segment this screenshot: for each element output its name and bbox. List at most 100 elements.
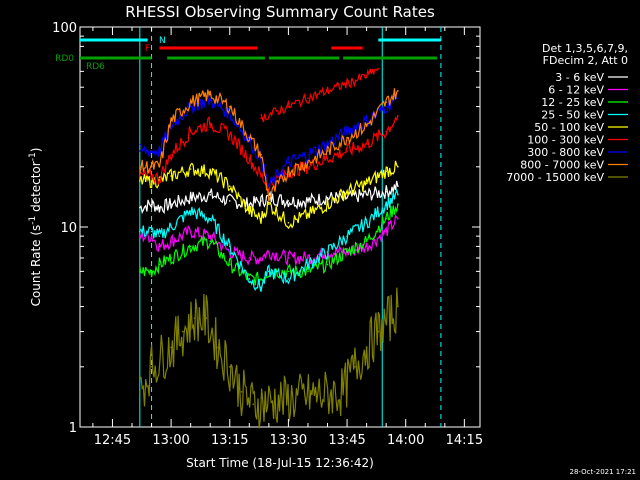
series-extra-segment-0-point-2 [307,97,309,100]
series-7000-15000-kev-point-2 [170,346,172,349]
series-6-12-kev-point-8 [260,257,262,259]
series-6-12-kev-point-2 [158,245,161,248]
legend-header-line-2: FDecim 2, Att 0 [543,54,628,67]
series-6-12-kev-point-16 [397,217,399,220]
y-axis-label-exp2: -1 [28,152,38,161]
legend-label-6-12-kev: 6 - 12 keV [548,84,604,97]
series-extra-segment-0-point-6 [377,67,380,70]
series-7000-15000-kev-point-4 [193,317,196,319]
y-tick-label-1: 1 [69,421,77,436]
series-800-7000-kev-point-13 [346,136,348,139]
series-6-12-kev-point-3 [170,240,172,242]
series-300-800-kev-point-3 [170,125,172,127]
series-3-6-kev-point-7 [248,203,251,206]
series-50-100-kev-point-16 [397,165,399,168]
series-800-7000-kev-point-4 [189,101,192,104]
series-50-100-kev-point-13 [346,190,348,193]
series-25-50-kev-point-2 [158,235,161,237]
series-extra-segment-0-point-0 [260,117,262,119]
series-3-6-kev-point-12 [326,196,329,199]
x-tick-label-12-45: 12:45 [94,433,131,448]
y-tick-label-100: 100 [52,21,77,36]
series-50-100-kev-point-5 [209,170,212,173]
series-25-50-kev-point-14 [365,221,368,224]
series-300-800-kev-point-1 [150,150,153,152]
series-800-7000-kev-point-12 [326,150,329,152]
series-100-300-kev-point-3 [170,153,172,156]
series-300-800-kev-point-13 [346,130,348,133]
series-100-300-kev-point-0 [139,175,141,177]
series-300-800-kev-point-10 [287,161,290,164]
series-12-25-kev-point-0 [139,270,141,273]
series-25-50-kev-point-12 [326,251,329,253]
series-3-6-kev [139,180,399,215]
series-100-300-kev-point-15 [385,130,387,133]
series-300-800-kev [139,93,398,188]
series-12-25-kev-point-12 [326,263,329,266]
x-tick-label-14-00: 14:00 [387,433,424,448]
series-25-50-kev-point-3 [170,226,172,228]
series-300-800-kev-point-15 [385,105,387,108]
series-extra-segment-0 [260,68,379,123]
y-axis-label-mid: detector [29,161,43,216]
series-100-300-kev-point-1 [150,175,153,177]
series-12-25-kev-point-15 [385,217,387,220]
x-axis-label: Start Time (18-Jul-15 12:36:42) [186,456,374,470]
series-800-7000-kev-point-7 [248,136,251,139]
svg-text:Count Rate (s-1 detector-1): Count Rate (s-1 detector-1) [28,148,43,307]
x-tick-label-13-30: 13:30 [270,433,307,448]
series-3-6-kev-point-5 [209,193,212,196]
series-800-7000-kev-point-16 [397,89,399,92]
flag-label-rd0: RD0 [55,54,74,64]
series-800-7000-kev-point-3 [170,119,172,122]
series-300-800-kev-point-4 [189,105,192,108]
series-800-7000-kev-point-5 [209,93,212,96]
series-12-25-kev-point-16 [397,203,399,206]
series-12-25-kev-point-4 [189,245,192,248]
series-7000-15000-kev-point-3 [182,330,184,333]
series-800-7000-kev [139,88,399,202]
series-300-800-kev-point-11 [307,153,309,156]
series-25-50-kev-point-1 [150,230,153,233]
series-300-800-kev-point-16 [397,97,399,100]
series-6-12-kev-point-0 [139,235,141,237]
series-25-50-kev-point-16 [397,193,399,196]
series-25-50-kev-point-13 [346,235,348,237]
series-3-6-kev-point-13 [346,196,348,199]
series-800-7000-kev-point-1 [150,165,153,168]
series-12-25-kev-point-1 [150,270,153,273]
series-extra-segment-0-point-4 [346,82,348,85]
series-300-800-kev-point-12 [326,143,329,145]
x-tick-label-13-00: 13:00 [152,433,189,448]
series-7000-15000-kev-point-0 [139,390,141,393]
series-3-6-kev-point-14 [365,193,368,196]
y-axis-label-exp1: -1 [28,216,38,225]
series-800-7000-kev-point-8 [260,153,262,156]
series-50-100-kev [139,160,399,230]
series-800-7000-kev-point-11 [307,161,309,164]
series-800-7000-kev-point-9 [268,196,270,199]
series-7000-15000-kev-point-15 [397,305,399,308]
series-800-7000-kev-point-14 [365,125,368,127]
series-100-300-kev-point-13 [346,150,348,152]
series-25-50-kev-point-5 [209,217,212,220]
series-300-800-kev-point-14 [365,119,368,122]
series-300-800-kev-point-5 [209,99,212,102]
series-25-50-kev-point-11 [307,263,309,266]
series-800-7000-kev-point-10 [287,170,290,173]
flag-label-rd6: RD6 [86,62,105,72]
series-extra-segment-0-point-1 [287,105,290,108]
series-3-6-kev-point-3 [170,203,172,206]
series-6-12-kev-point-7 [248,257,251,259]
series-12-25-kev-point-3 [170,257,172,259]
series-25-50-kev-point-4 [189,210,192,212]
series-3-6-kev-point-6 [228,200,231,202]
series-12-25-kev-point-6 [228,263,231,266]
series-800-7000-kev-point-6 [228,105,231,108]
series-12-25-kev-point-2 [158,263,161,266]
series-12-25-kev-point-13 [346,251,348,253]
series-25-50-kev-point-8 [260,286,262,289]
series-50-100-kev-point-10 [287,221,290,224]
legend-header-line-1: Det 1,3,5,6,7,9, [542,42,628,55]
series-50-100-kev-point-15 [385,170,387,173]
